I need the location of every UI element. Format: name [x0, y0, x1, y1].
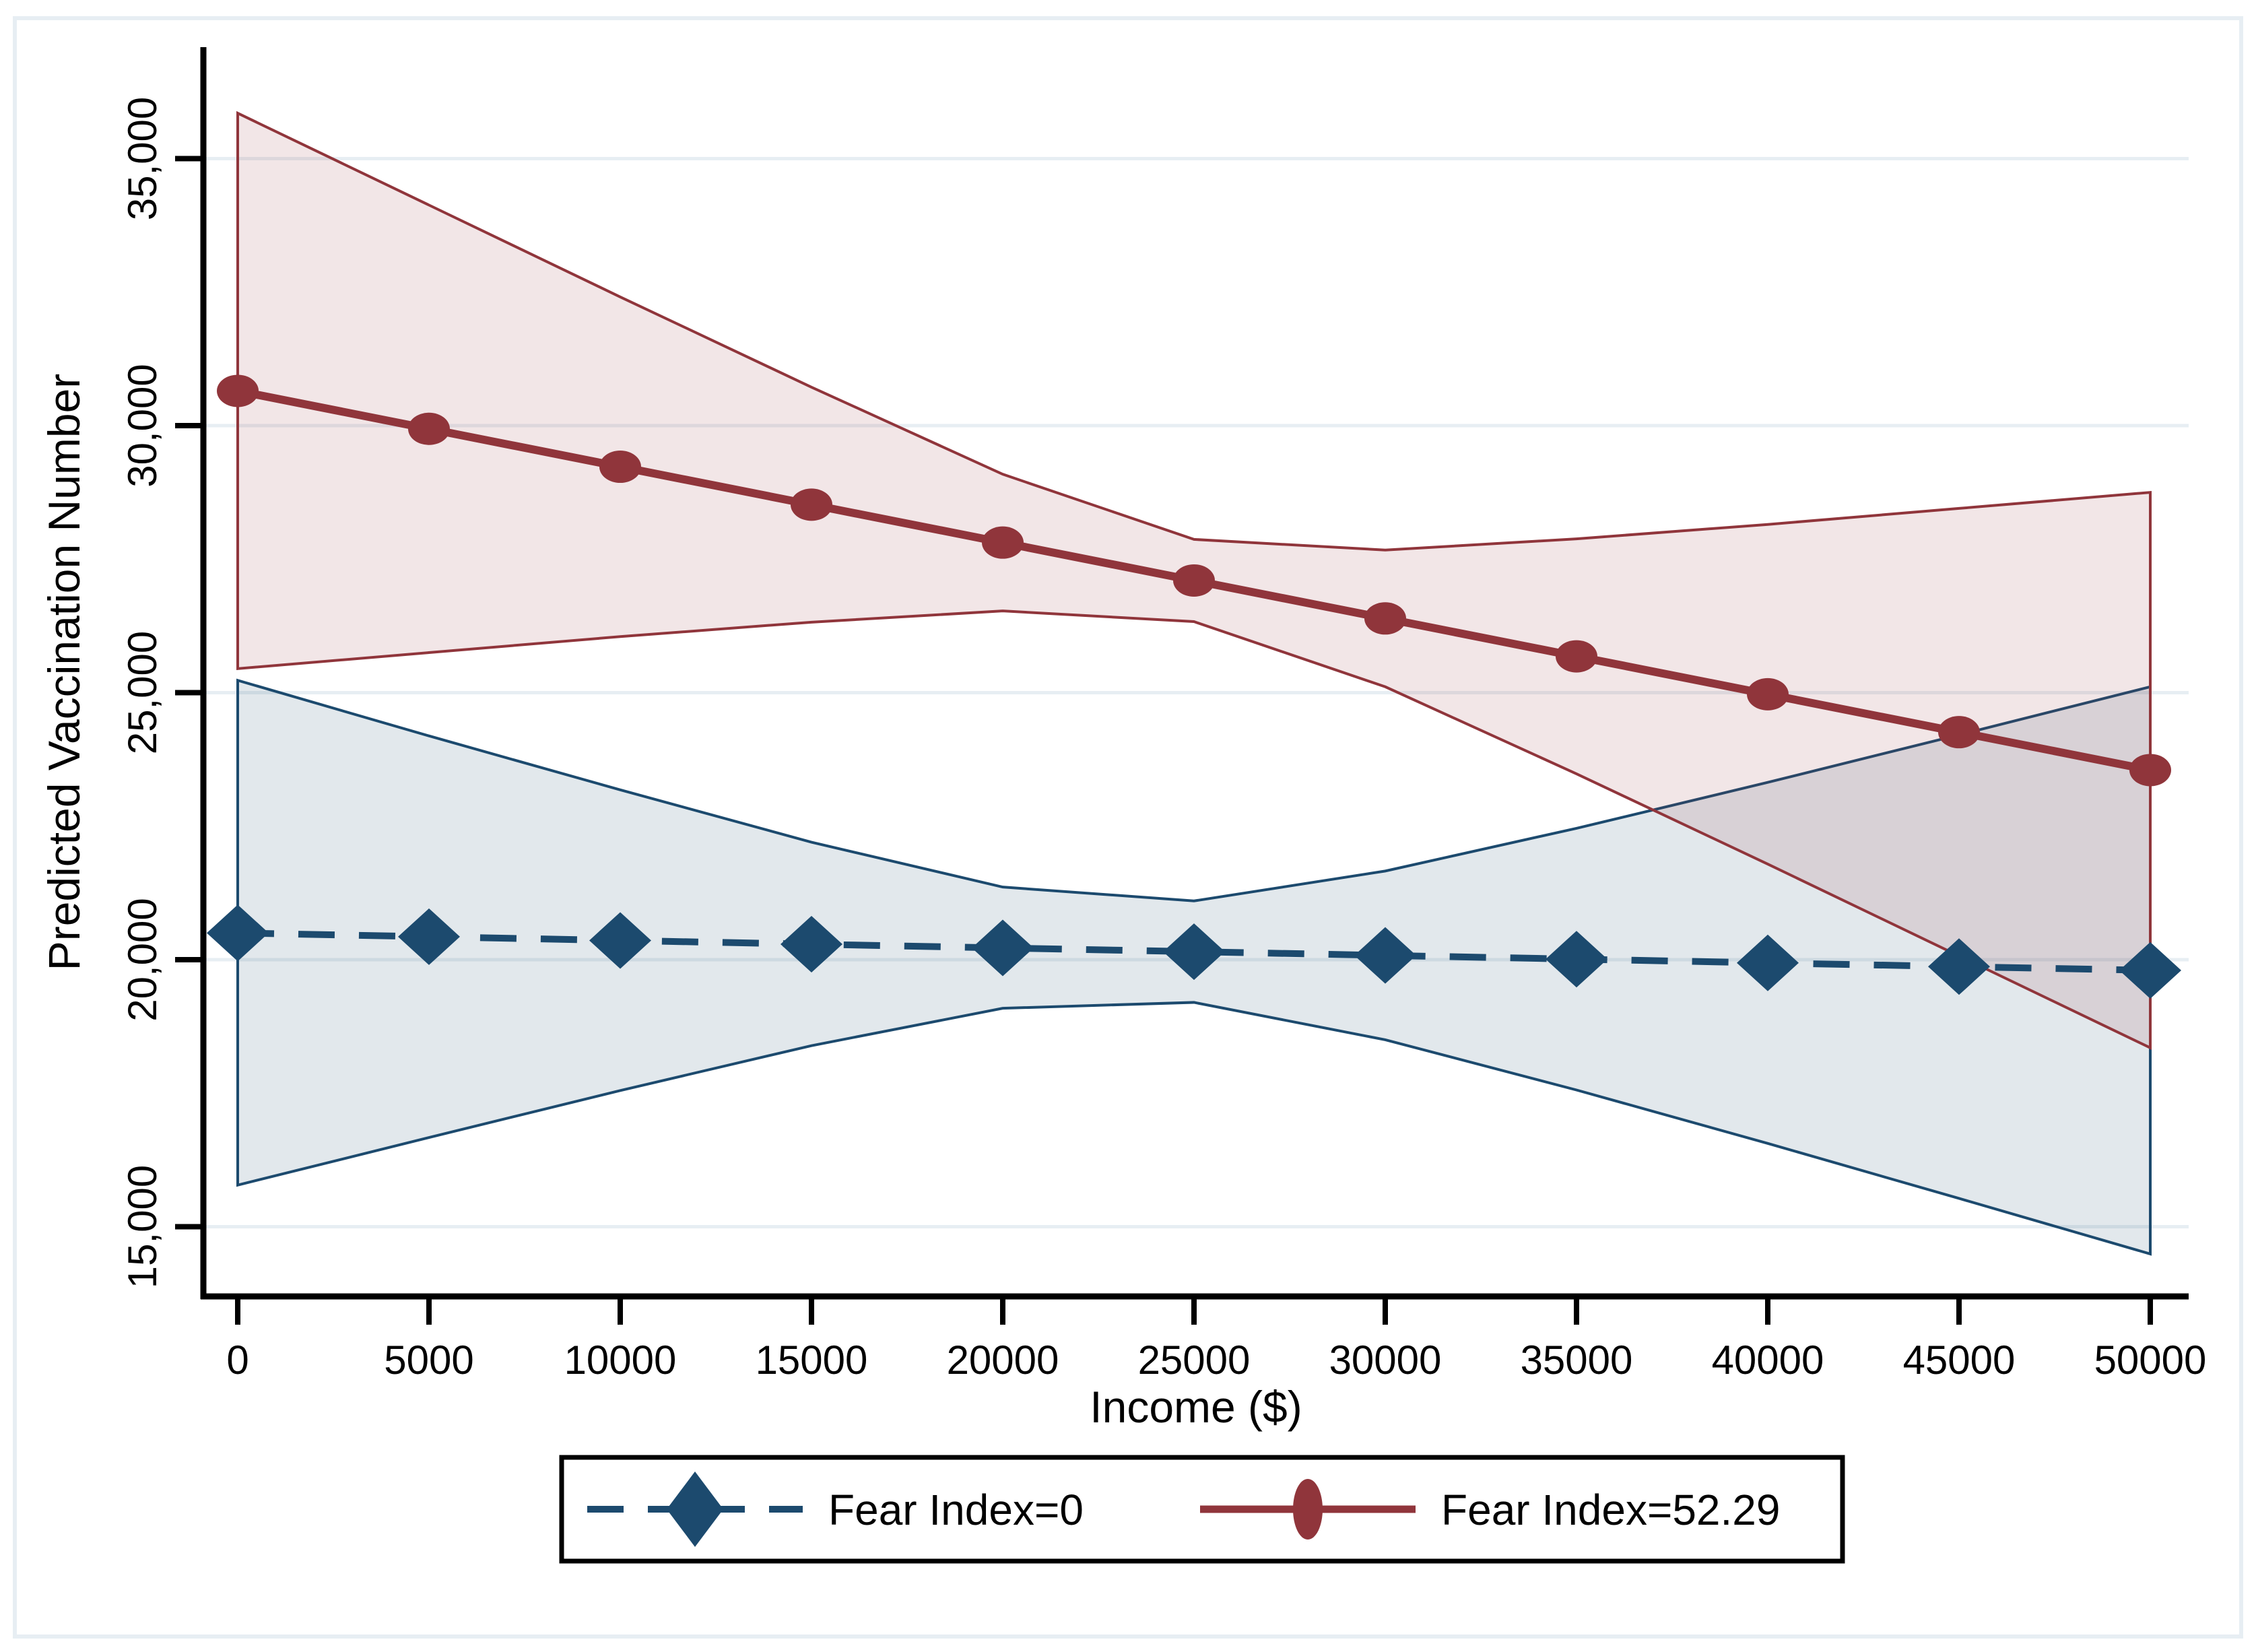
diamond-marker — [1737, 934, 1799, 991]
x-tick-label: 50000 — [2094, 1337, 2207, 1383]
ci-bands-layer — [236, 110, 2152, 1256]
y-axis-title: Predicted Vaccination Number — [39, 374, 89, 971]
x-tick-label: 15000 — [756, 1337, 868, 1383]
legend-label-fear0: Fear Index=0 — [828, 1486, 1084, 1534]
x-tick-label: 0 — [226, 1337, 248, 1383]
diamond-marker — [1546, 931, 1607, 988]
y-tick-label: 15,000 — [120, 1165, 165, 1289]
x-tick-label: 35000 — [1521, 1337, 1633, 1383]
series-layer — [207, 374, 2181, 999]
legend-diamond-icon — [667, 1472, 723, 1547]
circle-marker — [217, 374, 259, 407]
circle-marker — [1938, 716, 1980, 749]
x-tick-label: 20000 — [947, 1337, 1059, 1383]
circle-marker — [1747, 678, 1789, 711]
diamond-marker — [1163, 923, 1225, 981]
x-axis-title: Income ($) — [1090, 1382, 1302, 1432]
circle-marker — [408, 412, 450, 445]
diamond-marker — [589, 912, 651, 969]
y-tick-label: 25,000 — [120, 631, 165, 755]
legend-entry-fear52: Fear Index=52.29 — [1200, 1479, 1780, 1540]
axes-layer: 15,000 20,000 25,000 30,000 35,000 0 5000 10000… — [120, 47, 2206, 1383]
y-tick-label: 35,000 — [120, 97, 165, 221]
y-tick-label: 20,000 — [120, 898, 165, 1022]
circle-marker — [791, 488, 832, 521]
legend-entry-fear0: Fear Index=0 — [587, 1472, 1084, 1547]
diamond-marker — [972, 919, 1034, 977]
circle-marker — [982, 526, 1024, 559]
series-fear52 — [217, 374, 2171, 787]
diamond-marker — [781, 916, 842, 973]
diamond-marker — [1354, 927, 1416, 984]
figure-border — [13, 16, 2243, 1639]
x-tick-label: 5000 — [384, 1337, 473, 1383]
diamond-marker — [1928, 938, 1990, 995]
circle-marker — [2129, 754, 2171, 787]
circle-marker — [1364, 602, 1406, 635]
x-tick-label: 25000 — [1138, 1337, 1251, 1383]
circle-marker — [599, 451, 641, 484]
diamond-marker — [207, 904, 269, 962]
x-tick-label: 40000 — [1712, 1337, 1824, 1383]
series-fear0 — [207, 904, 2181, 999]
diamond-marker — [398, 908, 460, 965]
circle-marker — [1556, 640, 1597, 673]
legend-label-fear52: Fear Index=52.29 — [1441, 1486, 1780, 1534]
x-tick-label: 30000 — [1329, 1337, 1442, 1383]
x-tick-label: 10000 — [564, 1337, 677, 1383]
gridlines-layer — [206, 157, 2189, 1228]
x-tick-label: 45000 — [1903, 1337, 2016, 1383]
legend: Fear Index=0 Fear Index=52.29 — [559, 1455, 1845, 1564]
dashed-data-line — [237, 929, 2151, 974]
diamond-marker — [2119, 941, 2181, 999]
y-tick-label: 30,000 — [120, 364, 165, 488]
legend-circle-icon — [1293, 1479, 1323, 1540]
circle-marker — [1173, 564, 1215, 597]
